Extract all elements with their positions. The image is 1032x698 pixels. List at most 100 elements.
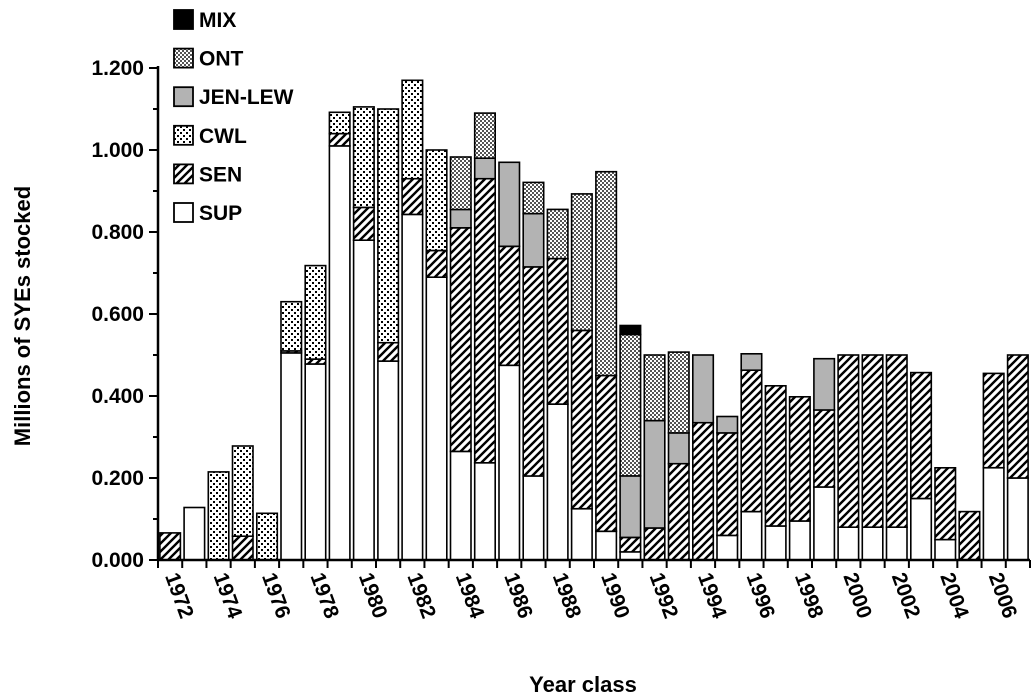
bar-segment-sen-1988 bbox=[546, 257, 569, 405]
y-tick-label: 0.000 bbox=[91, 549, 144, 572]
x-tick-label-2002: 2002 bbox=[887, 570, 925, 622]
bar-segment-sup-2002 bbox=[885, 526, 908, 561]
bar-segment-sup-1989 bbox=[570, 507, 593, 561]
bars-layer bbox=[159, 79, 1029, 561]
bar-segment-sup-2003 bbox=[909, 497, 933, 561]
x-tick-label-1984: 1984 bbox=[451, 570, 489, 622]
bar-segment-sen-1992 bbox=[643, 527, 666, 561]
x-tick-label-2006: 2006 bbox=[984, 570, 1022, 622]
x-tick-label-1980: 1980 bbox=[354, 570, 392, 622]
x-tick-label-1986: 1986 bbox=[499, 570, 537, 622]
bar-segment-jen-lew-1992 bbox=[643, 419, 666, 529]
bar-segment-sup-1982 bbox=[401, 213, 424, 561]
bar-segment-ont-1985 bbox=[473, 112, 497, 159]
bar-segment-sup-1997 bbox=[764, 525, 787, 561]
bar-segment-cwl-1980 bbox=[352, 106, 375, 209]
bar-segment-sen-1987 bbox=[522, 266, 545, 477]
y-tick-label: 0.800 bbox=[91, 221, 144, 244]
bar-segment-sen-1986 bbox=[498, 245, 521, 367]
bar-segment-jen-lew-1994 bbox=[691, 354, 715, 424]
bar-segment-cwl-1978 bbox=[304, 264, 327, 360]
bar-segment-sup-1986 bbox=[498, 364, 521, 561]
bar-segment-sen-2004 bbox=[934, 466, 957, 541]
bar-segment-cwl-1979 bbox=[328, 111, 351, 135]
bar-segment-ont-1992 bbox=[643, 354, 666, 422]
bar-segment-sup-1985 bbox=[473, 461, 497, 561]
bar-segment-ont-1984 bbox=[449, 156, 472, 211]
bar-segment-sen-2001 bbox=[861, 354, 884, 528]
bar-segment-sup-1973 bbox=[183, 506, 206, 561]
bar-segment-sen-1998 bbox=[788, 395, 811, 522]
bar-segment-jen-lew-1986 bbox=[498, 161, 521, 248]
legend-swatch-mix bbox=[173, 9, 194, 30]
bar-segment-jen-lew-1991 bbox=[619, 475, 642, 539]
bar-segment-sup-2007 bbox=[1006, 477, 1029, 561]
bar-segment-sup-2000 bbox=[837, 526, 860, 561]
bar-segment-sen-1995 bbox=[716, 432, 739, 537]
bar-segment-sup-1977 bbox=[280, 352, 303, 561]
bar-segment-sen-1999 bbox=[813, 409, 836, 488]
bar-segment-cwl-1977 bbox=[280, 300, 303, 352]
legend-label-sen: SEN bbox=[199, 163, 242, 186]
legend: MIX ONT JEN-LEW CWL SEN SUP bbox=[173, 9, 294, 225]
bar-segment-jen-lew-1996 bbox=[740, 352, 763, 371]
x-tick-label-1988: 1988 bbox=[548, 570, 586, 622]
x-axis-title: Year class bbox=[529, 672, 637, 697]
x-tick-label-1996: 1996 bbox=[742, 570, 780, 622]
legend-label-sup: SUP bbox=[199, 202, 242, 225]
bar-segment-sup-1978 bbox=[304, 363, 327, 561]
x-tick-label-1974: 1974 bbox=[209, 570, 247, 622]
bar-segment-sen-1984 bbox=[449, 227, 472, 453]
bar-segment-sen-1993 bbox=[667, 462, 690, 561]
bar-segment-jen-lew-1999 bbox=[813, 357, 836, 411]
x-tick-label-1998: 1998 bbox=[790, 570, 828, 622]
legend-swatch-cwl bbox=[173, 124, 194, 146]
bar-segment-sup-1995 bbox=[716, 534, 739, 561]
x-tick-label-2004: 2004 bbox=[935, 570, 973, 622]
bar-segment-sup-1984 bbox=[449, 450, 472, 561]
bar-segment-jen-lew-1987 bbox=[522, 212, 545, 268]
bar-segment-sen-2005 bbox=[958, 510, 981, 561]
bar-segment-sup-1998 bbox=[788, 520, 811, 561]
bar-segment-jen-lew-1985 bbox=[473, 157, 497, 180]
legend-swatch-jen-lew bbox=[173, 86, 194, 108]
bar-segment-sen-1981 bbox=[377, 341, 400, 362]
bar-segment-sen-1985 bbox=[473, 177, 497, 464]
bar-segment-sen-1983 bbox=[425, 249, 448, 279]
x-tick-label-1976: 1976 bbox=[257, 570, 295, 622]
bar-segment-sup-1990 bbox=[595, 530, 618, 561]
bar-segment-sen-1996 bbox=[740, 369, 763, 513]
bar-segment-jen-lew-1995 bbox=[716, 415, 739, 434]
x-tick-label-1992: 1992 bbox=[645, 570, 683, 622]
bar-segment-sen-1980 bbox=[352, 206, 375, 241]
x-tick-label-1994: 1994 bbox=[693, 570, 731, 622]
x-tick-label-1972: 1972 bbox=[160, 570, 198, 622]
bar-segment-sen-1975 bbox=[231, 535, 254, 561]
bar-segment-sen-2007 bbox=[1006, 354, 1029, 479]
bar-segment-ont-1987 bbox=[522, 181, 545, 215]
bar-segment-ont-1988 bbox=[546, 208, 569, 260]
bar-segment-cwl-1983 bbox=[425, 149, 448, 252]
y-tick-label: 0.600 bbox=[91, 303, 144, 326]
bar-segment-sen-2000 bbox=[837, 354, 860, 528]
bar-segment-mix-1991 bbox=[619, 324, 642, 336]
bar-segment-ont-1991 bbox=[619, 333, 642, 477]
bar-segment-sen-1991 bbox=[619, 536, 642, 553]
bar-segment-sup-1980 bbox=[352, 239, 375, 561]
bar-segment-sup-1979 bbox=[328, 145, 351, 561]
bar-segment-sen-2006 bbox=[982, 372, 1005, 469]
y-axis-title: Millions of SYEs stocked bbox=[10, 186, 35, 446]
x-tick-label-1982: 1982 bbox=[402, 570, 440, 622]
bar-segment-cwl-1975 bbox=[231, 445, 254, 537]
y-tick-label: 1.200 bbox=[91, 57, 144, 80]
bar-segment-cwl-1981 bbox=[377, 108, 400, 344]
legend-swatch-sen bbox=[173, 163, 194, 185]
bar-segment-sup-1999 bbox=[813, 486, 836, 561]
bar-segment-sen-1990 bbox=[595, 374, 618, 533]
bar-segment-ont-1990 bbox=[595, 170, 618, 377]
x-tick-label-1990: 1990 bbox=[596, 570, 634, 622]
bar-segment-sup-1987 bbox=[522, 475, 545, 561]
bar-segment-cwl-1982 bbox=[401, 79, 424, 180]
y-tick-label: 0.400 bbox=[91, 385, 144, 408]
